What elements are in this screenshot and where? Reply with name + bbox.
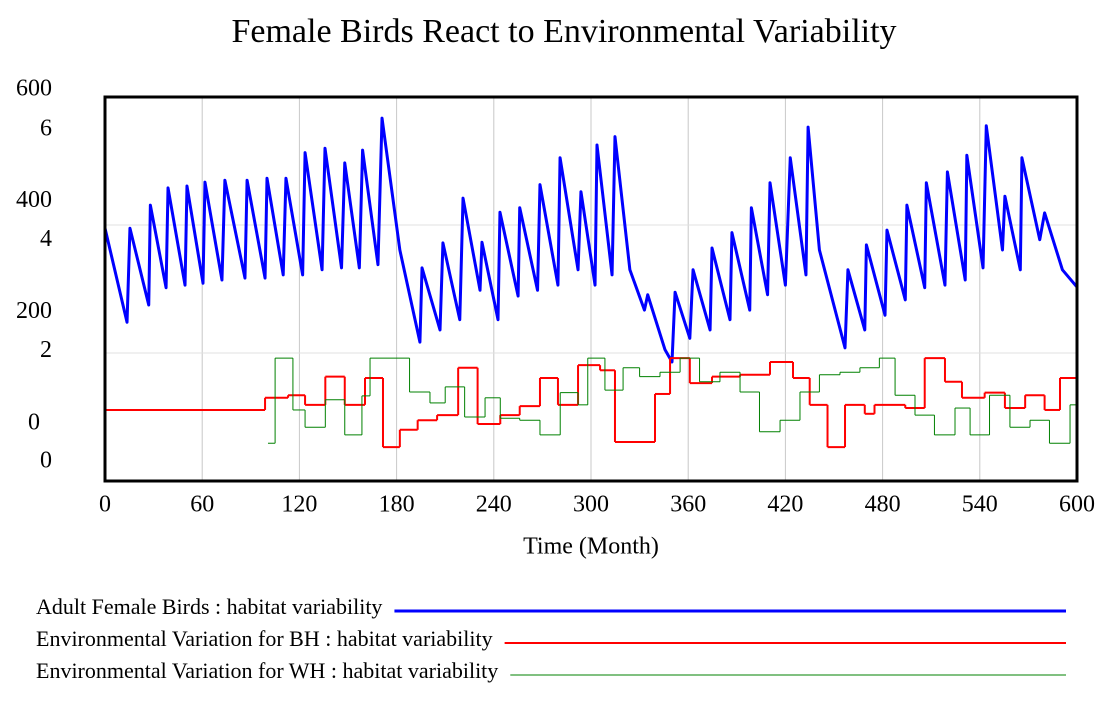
x-tick-label: 60 bbox=[190, 492, 214, 518]
y2-tick-label: 2 bbox=[40, 337, 52, 363]
x-tick-label: 600 bbox=[1059, 492, 1095, 518]
y-tick-label: 0 bbox=[28, 410, 40, 436]
legend-label: Environmental Variation for BH : habitat… bbox=[36, 626, 493, 651]
x-tick-label: 360 bbox=[670, 492, 706, 518]
legend-label: Environmental Variation for WH : habitat… bbox=[36, 658, 498, 683]
y2-tick-label: 0 bbox=[40, 448, 52, 474]
x-tick-label: 300 bbox=[573, 492, 609, 518]
x-tick-label: 120 bbox=[281, 492, 317, 518]
chart-title: Female Birds React to Environmental Vari… bbox=[231, 13, 896, 50]
y2-tick-label: 4 bbox=[40, 226, 52, 252]
x-tick-label: 240 bbox=[476, 492, 512, 518]
series-line bbox=[103, 116, 1079, 364]
legend-label: Adult Female Birds : habitat variability bbox=[36, 594, 382, 619]
y-tick-label: 600 bbox=[16, 76, 52, 102]
y-tick-label: 200 bbox=[16, 298, 52, 324]
x-tick-label: 0 bbox=[99, 492, 111, 518]
x-tick-label: 180 bbox=[379, 492, 415, 518]
x-tick-label: 420 bbox=[767, 492, 803, 518]
x-tick-label: 540 bbox=[962, 492, 998, 518]
grid bbox=[104, 96, 1078, 482]
y2-tick-label: 6 bbox=[40, 116, 52, 142]
x-tick-label: 480 bbox=[865, 492, 901, 518]
x-axis-label: Time (Month) bbox=[523, 534, 659, 560]
y-tick-label: 400 bbox=[16, 187, 52, 213]
plot-marks bbox=[103, 116, 1079, 449]
plot-frame bbox=[103, 95, 1079, 483]
